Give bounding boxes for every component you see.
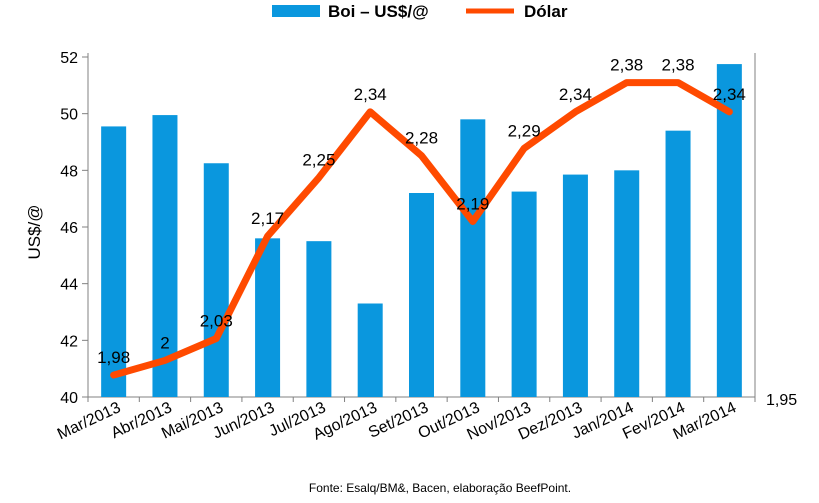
bar — [460, 119, 486, 397]
y2-axis-tick-label: 1,95 — [766, 392, 797, 409]
line-data-label: 1,98 — [97, 348, 130, 367]
bar — [203, 163, 229, 397]
bar — [614, 170, 640, 397]
y-tick-label: 52 — [60, 50, 78, 67]
source-note: Fonte: Esalq/BM&, Bacen, elaboração Beef… — [309, 481, 571, 495]
y-tick-label: 40 — [60, 390, 78, 407]
line-data-label: 2,38 — [610, 56, 643, 75]
line-data-label: 2,19 — [456, 195, 489, 214]
legend-label-dolar: Dólar — [524, 2, 568, 21]
legend: Boi – US$/@ Dólar — [272, 2, 568, 21]
y-tick-label: 46 — [60, 220, 78, 237]
line-data-label: 2,38 — [661, 56, 694, 75]
y-tick-label: 50 — [60, 107, 78, 124]
line-data-label: 2,34 — [559, 85, 592, 104]
bar — [101, 126, 127, 398]
y-axis-ticks: 40 42 44 46 48 50 52 — [60, 50, 88, 407]
legend-label-boi: Boi – US$/@ — [328, 2, 429, 21]
line-data-label: 2,29 — [508, 121, 541, 140]
y-tick-label: 44 — [60, 277, 78, 294]
line-data-labels: 1,98 2 2,03 2,17 2,25 2,34 2,28 2,19 2,29 2,34 2,3… — [97, 56, 746, 367]
bar — [306, 241, 332, 397]
bar — [665, 130, 691, 397]
bar — [152, 115, 178, 397]
line-data-label: 2,28 — [405, 129, 438, 148]
line-data-label: 2 — [160, 333, 169, 352]
y-tick-label: 48 — [60, 163, 78, 180]
line-series — [110, 79, 733, 379]
line-data-label: 2,17 — [251, 209, 284, 228]
bar — [562, 174, 588, 397]
bar — [716, 64, 742, 397]
bar — [409, 193, 434, 397]
y-tick-label: 42 — [60, 333, 78, 350]
bar — [357, 303, 383, 397]
dolar-line — [110, 79, 733, 379]
line-data-label: 2,25 — [302, 151, 335, 170]
bar — [511, 191, 537, 397]
bar-series — [101, 64, 742, 398]
line-data-label: 2,34 — [713, 85, 746, 104]
legend-swatch-boi — [272, 5, 320, 17]
line-data-label: 2,03 — [200, 312, 233, 331]
x-axis-ticks: Mar/2013Abr/2013Mai/2013Jun/2013Jul/2013… — [55, 397, 756, 444]
bar — [255, 238, 281, 397]
y-axis-title: US$/@ — [25, 204, 44, 259]
line-data-label: 2,34 — [354, 85, 387, 104]
